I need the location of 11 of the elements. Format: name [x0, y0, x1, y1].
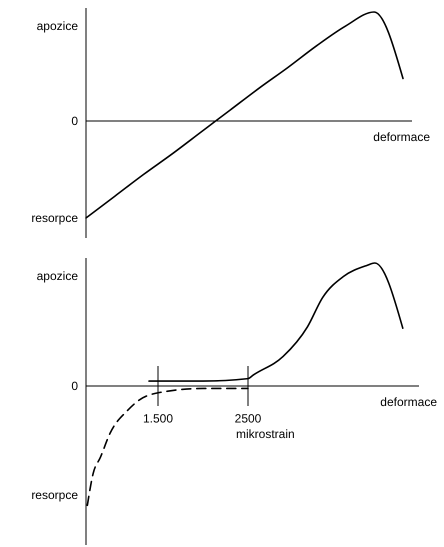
text: 0 [71, 114, 78, 128]
x-axis-title: deformace [373, 130, 430, 144]
text: apozice [36, 269, 78, 283]
text: 0 [71, 379, 78, 393]
text: resorpce [31, 211, 78, 225]
x-tick-label: 2500 [234, 412, 262, 426]
text: apozice [36, 19, 78, 33]
text: resorpce [31, 488, 78, 502]
x-tick-label: 1.500 [142, 412, 174, 426]
x-axis-title: deformace [380, 395, 438, 409]
annotation: mikrostrain [236, 427, 295, 441]
